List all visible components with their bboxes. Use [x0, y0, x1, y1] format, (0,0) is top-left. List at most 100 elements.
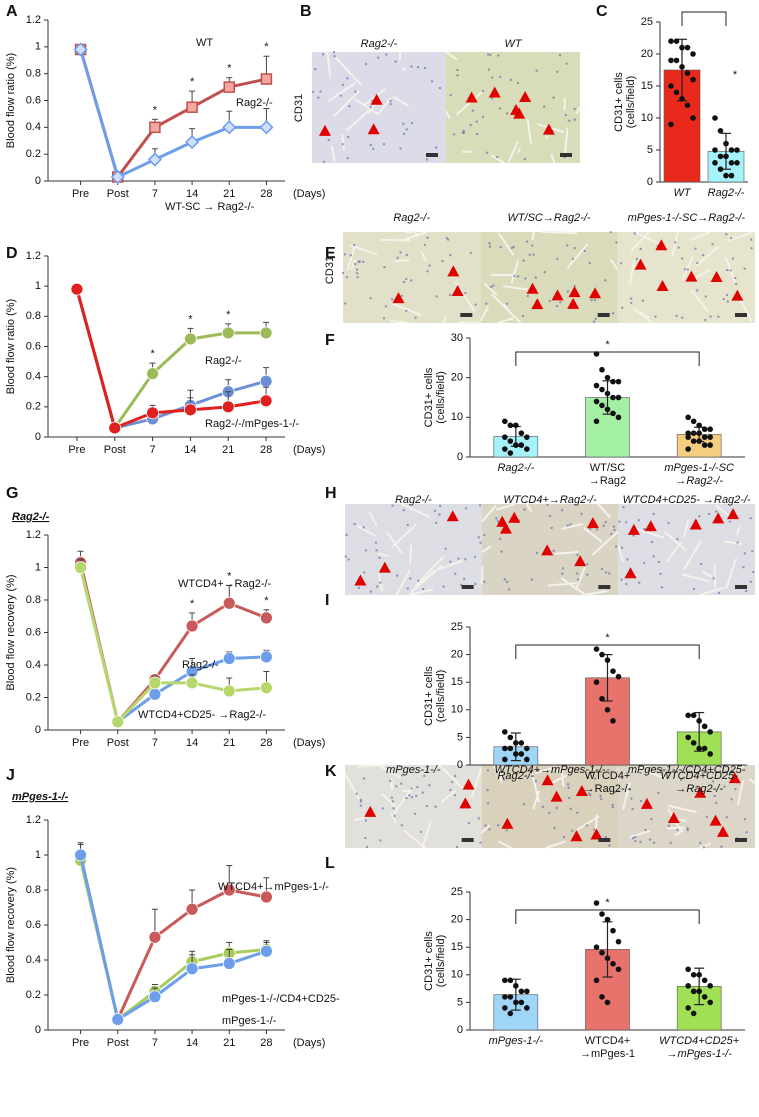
image-label: WTCD4+→mPges-1-/- — [495, 764, 606, 776]
data-point — [502, 994, 508, 1000]
tissue-line — [414, 556, 444, 588]
nucleus — [696, 261, 699, 265]
y-axis-title: Blood flow recovery (%) — [5, 574, 17, 690]
scale-bar — [460, 313, 473, 317]
nucleus — [633, 232, 636, 235]
data-point — [685, 446, 691, 452]
tissue-line — [736, 526, 741, 536]
y-tick-label: 25 — [451, 621, 463, 633]
nucleus — [410, 121, 414, 125]
nucleus — [604, 571, 608, 574]
nucleus — [345, 276, 349, 279]
nucleus — [652, 555, 655, 558]
nucleus — [515, 772, 518, 775]
y-tick-label: 0.6 — [26, 626, 41, 638]
y-tick-label: 0.8 — [26, 884, 41, 896]
nucleus — [462, 129, 465, 132]
data-point — [615, 394, 622, 401]
x-tick-label: WT — [673, 187, 691, 199]
y-tick-label: 0.4 — [26, 121, 41, 133]
tissue-line — [691, 231, 710, 241]
x-tick-label: 7 — [152, 188, 158, 200]
y-tick-label: 0 — [647, 176, 653, 188]
x-tick-label-line: Rag2-/- — [497, 462, 534, 474]
data-point — [707, 983, 713, 989]
arrowhead — [567, 297, 580, 309]
point — [185, 676, 199, 690]
data-point — [701, 994, 708, 1000]
nucleus — [354, 90, 357, 93]
nucleus — [486, 802, 490, 805]
nucleus — [585, 824, 589, 827]
nucleus — [347, 558, 351, 561]
nucleus — [608, 572, 611, 575]
data-point — [524, 446, 530, 452]
x-tick-label: WTCD4+ →Rag2-/- — [584, 770, 632, 795]
tissue-line — [683, 539, 703, 570]
data-point — [707, 751, 713, 757]
data-point — [518, 999, 525, 1006]
nucleus — [744, 763, 748, 767]
nucleus — [703, 318, 707, 322]
nucleus — [552, 549, 555, 552]
x-tick-label-line: →Rag2-/- — [675, 475, 723, 487]
data-point — [717, 153, 724, 160]
nucleus — [720, 845, 723, 848]
data-point — [673, 38, 680, 44]
nucleus — [516, 275, 520, 278]
tissue-line — [645, 770, 667, 780]
y-tick-label: 0 — [35, 431, 41, 443]
tissue-line — [583, 526, 603, 543]
nucleus — [522, 259, 525, 262]
x-tick-label: Post — [104, 444, 126, 456]
nucleus — [409, 577, 412, 580]
data-point — [696, 745, 702, 752]
nucleus — [639, 247, 642, 251]
x-tick-label: 21 — [223, 737, 235, 749]
data-point — [615, 938, 622, 945]
nucleus — [347, 135, 350, 139]
nucleus — [595, 528, 599, 531]
nucleus — [615, 241, 618, 244]
nucleus — [620, 546, 624, 550]
nucleus — [548, 811, 551, 815]
nucleus — [711, 242, 714, 246]
data-point — [712, 115, 718, 121]
nucleus — [593, 777, 597, 780]
tissue-line — [575, 106, 581, 115]
nucleus — [599, 797, 603, 801]
nucleus — [479, 541, 482, 545]
nucleus — [464, 558, 467, 561]
nucleus — [571, 257, 575, 261]
significance-bracket — [515, 351, 700, 366]
nucleus — [728, 520, 732, 523]
y-tick-label: 1.2 — [26, 250, 41, 262]
arrowhead — [624, 567, 637, 579]
nucleus — [702, 846, 706, 849]
nucleus — [484, 824, 487, 827]
data-point — [610, 718, 616, 724]
nucleus — [434, 146, 438, 149]
nucleus — [725, 233, 728, 236]
nucleus — [750, 238, 753, 241]
data-point — [707, 999, 713, 1006]
y-tick-label: 0.8 — [26, 68, 41, 80]
nucleus — [742, 566, 745, 569]
point — [260, 73, 273, 85]
nucleus — [576, 572, 579, 575]
nucleus — [550, 526, 553, 530]
nucleus — [566, 290, 570, 293]
y-tick-label: 1.2 — [26, 814, 41, 826]
data-point — [701, 434, 708, 440]
nucleus — [359, 800, 362, 803]
nucleus — [449, 254, 452, 257]
nucleus — [449, 93, 452, 97]
nucleus — [641, 299, 645, 302]
tissue-line — [576, 815, 600, 831]
nucleus — [355, 792, 358, 795]
tissue-line — [445, 51, 458, 61]
tissue-line — [481, 545, 492, 554]
nucleus — [499, 246, 502, 249]
nucleus — [396, 574, 399, 577]
nucleus — [705, 771, 709, 774]
